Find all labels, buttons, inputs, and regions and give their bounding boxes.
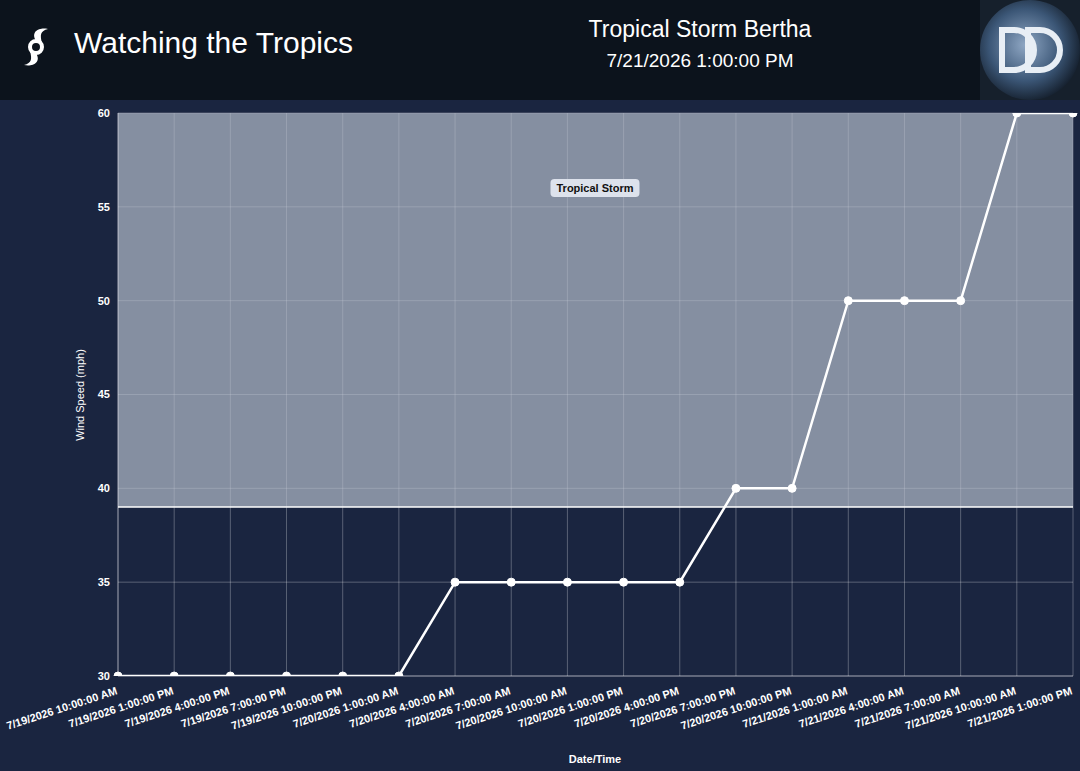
svg-text:40: 40 — [98, 482, 110, 494]
html-text:Date/Time: Date/Time — [568, 753, 622, 765]
svg-text:7/20/2026 10:00:00 PM: 7/20/2026 10:00:00 PM — [679, 684, 793, 732]
svg-text:7/20/2026 4:00:00 PM: 7/20/2026 4:00:00 PM — [572, 684, 681, 730]
svg-text:7/19/2026 7:00:00 PM: 7/19/2026 7:00:00 PM — [179, 684, 288, 730]
html-text:7/21/2026 1:00:00 PM: 7/21/2026 1:00:00 PM — [606, 50, 794, 71]
svg-text:7/19/2026 10:00:00 AM: 7/19/2026 10:00:00 AM — [4, 684, 119, 732]
svg-text:50: 50 — [98, 295, 110, 307]
svg-text:7/20/2026 7:00:00 PM: 7/20/2026 7:00:00 PM — [628, 684, 737, 730]
svg-text:7/21/2026 1:00:00 PM: 7/21/2026 1:00:00 PM — [966, 684, 1074, 729]
svg-text:7/21/2026 7:00:00 AM: 7/21/2026 7:00:00 AM — [853, 684, 962, 730]
svg-text:7/21/2026 4:00:00 AM: 7/21/2026 4:00:00 AM — [797, 684, 906, 730]
svg-text:60: 60 — [98, 107, 110, 119]
svg-text:7/20/2026 1:00:00 PM: 7/20/2026 1:00:00 PM — [516, 684, 625, 730]
svg-text:7/21/2026 10:00:00 AM: 7/21/2026 10:00:00 AM — [903, 684, 1018, 732]
svg-text:7/21/2026 1:00:00 AM: 7/21/2026 1:00:00 AM — [740, 684, 849, 730]
svg-text:45: 45 — [98, 388, 110, 400]
html-text:Tropical Storm: Tropical Storm — [556, 182, 634, 194]
svg-text:30: 30 — [98, 670, 110, 682]
svg-text:35: 35 — [98, 576, 110, 588]
svg-text:7/19/2026 1:00:00 PM: 7/19/2026 1:00:00 PM — [67, 684, 175, 730]
html-text:Tropical Storm Bertha: Tropical Storm Bertha — [588, 16, 812, 42]
svg-text:7/20/2026 4:00:00 AM: 7/20/2026 4:00:00 AM — [347, 684, 456, 730]
svg-text:55: 55 — [98, 201, 110, 213]
svg-text:7/19/2026 10:00:00 PM: 7/19/2026 10:00:00 PM — [229, 684, 344, 732]
html-text:Wind Speed (mph): Wind Speed (mph) — [74, 349, 86, 441]
svg-text:7/19/2026 4:00:00 PM: 7/19/2026 4:00:00 PM — [123, 684, 231, 730]
svg-text:7/20/2026 10:00:00 AM: 7/20/2026 10:00:00 AM — [454, 684, 568, 732]
svg-text:7/20/2026 1:00:00 AM: 7/20/2026 1:00:00 AM — [291, 684, 400, 730]
html-text:Watching the Tropics: Watching the Tropics — [74, 26, 353, 59]
svg-text:7/20/2026 7:00:00 AM: 7/20/2026 7:00:00 AM — [403, 684, 512, 730]
